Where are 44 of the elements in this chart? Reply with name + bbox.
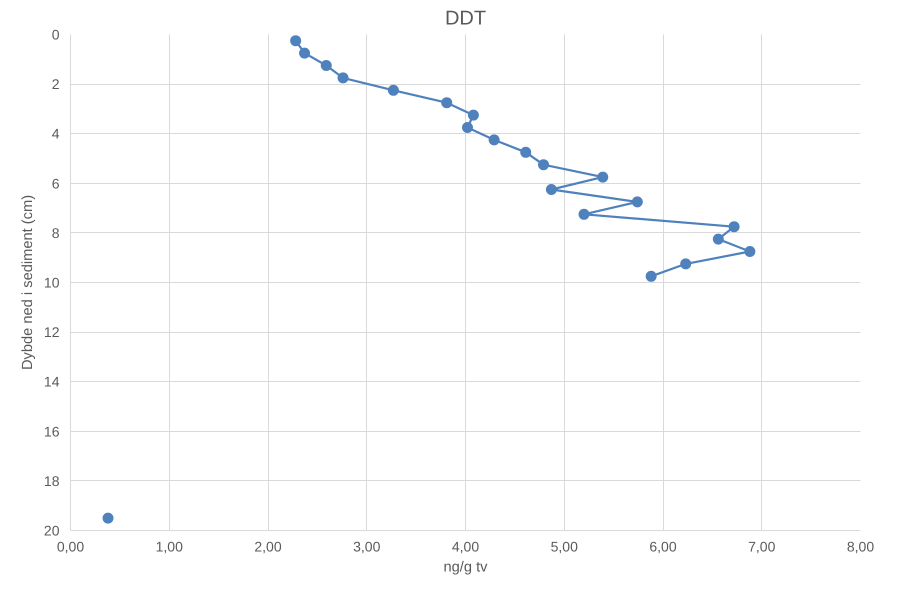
y-tick-label: 18: [44, 472, 60, 489]
point: [388, 84, 399, 96]
point: [102, 512, 114, 524]
chart-title: DDT: [444, 8, 486, 30]
point: [538, 159, 550, 170]
y-tick-label: 0: [52, 26, 60, 42]
y-tick-label: 8: [52, 224, 60, 241]
point: [728, 221, 740, 232]
x-tick-label: 4,00: [452, 538, 480, 554]
point: [520, 146, 532, 158]
y-tick-label: 14: [44, 374, 60, 390]
x-tick-label: 3,00: [353, 538, 381, 554]
point: [290, 35, 302, 46]
point: [744, 246, 756, 257]
point: [462, 122, 473, 133]
point: [299, 48, 310, 59]
point: [597, 172, 608, 183]
point: [338, 72, 349, 84]
y-tick-label: 6: [52, 175, 60, 192]
y-axis-title: Dybde ned i sediment (cm): [20, 194, 36, 370]
point: [578, 208, 590, 220]
point: [441, 97, 452, 108]
point: [680, 258, 692, 270]
y-tick-label: 2: [52, 76, 60, 92]
x-tick-label: 6,00: [649, 538, 677, 554]
point: [320, 60, 332, 71]
y-tick-label: 4: [52, 126, 60, 142]
point: [468, 110, 479, 121]
y-tick-label: 20: [44, 522, 60, 538]
x-tick-label: 1,00: [156, 538, 184, 554]
x-tick-label: 2,00: [254, 538, 282, 554]
y-tick-label: 12: [44, 324, 60, 340]
point: [632, 196, 643, 208]
point: [646, 270, 657, 282]
y-tick-label: 10: [44, 274, 60, 290]
x-tick-label: 8,00: [846, 538, 874, 554]
point: [712, 234, 724, 245]
x-axis-title: ng/g tv: [444, 560, 488, 576]
x-tick-label: 7,00: [748, 538, 776, 554]
point: [488, 134, 500, 146]
x-tick-label: 0,00: [56, 538, 84, 554]
x-tick-label: 5,00: [550, 538, 578, 554]
point: [546, 184, 557, 195]
y-tick-label: 16: [44, 423, 60, 440]
